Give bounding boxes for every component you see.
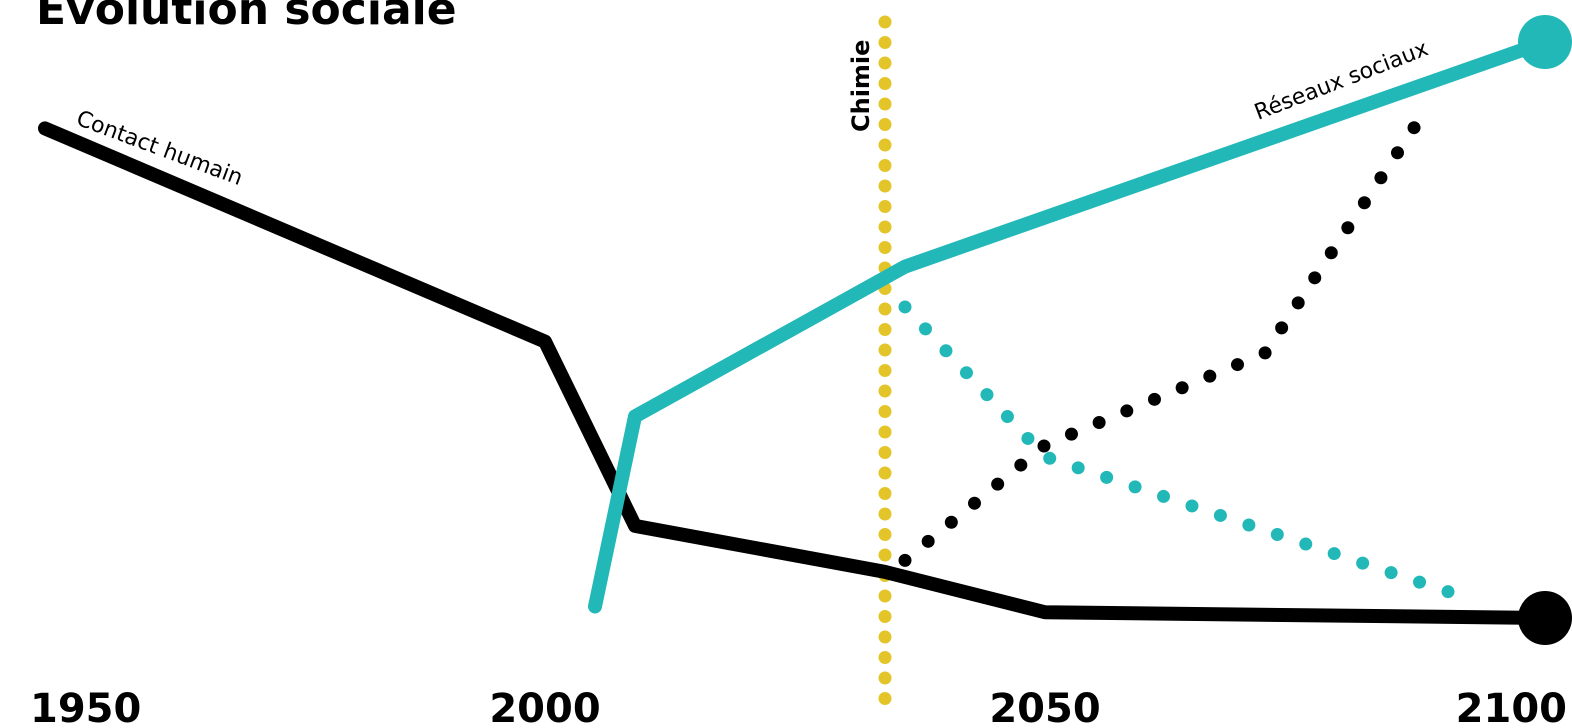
plot-area: [38, 15, 1572, 705]
series-dot: [1270, 528, 1284, 542]
series-dot: [1213, 508, 1227, 522]
series-dot: [1014, 458, 1028, 472]
series-dot: [898, 300, 912, 314]
chimie-marker-dot: [878, 384, 892, 398]
chimie-marker-dot: [878, 200, 892, 213]
chimie-marker-dot: [878, 36, 892, 49]
series-dot: [1230, 358, 1244, 372]
series-dot: [1203, 369, 1217, 383]
series-dotted-3-dotted: [898, 121, 1421, 567]
series-dot: [1324, 246, 1338, 260]
chimie-marker-dot: [878, 343, 892, 357]
series-dot: [1275, 321, 1289, 335]
x-tick-label: 2050: [989, 686, 1100, 728]
chimie-marker-dot: [878, 138, 892, 152]
series-dotted-2-dotted: [898, 300, 1455, 599]
series-dot: [1092, 416, 1106, 430]
chimie-marker-dot: [878, 56, 892, 70]
series-dot: [1064, 427, 1078, 441]
series-dot: [944, 515, 958, 529]
series-dot: [1341, 221, 1355, 235]
chimie-marker-dot: [878, 118, 892, 131]
chimie-marker-dot: [878, 651, 892, 664]
series-dot: [1441, 585, 1455, 599]
chimie-marker-dot: [878, 446, 892, 459]
series-dot: [1185, 499, 1199, 513]
series-dot: [1071, 461, 1085, 475]
series-dot: [1128, 480, 1142, 494]
series-dot: [959, 366, 973, 380]
chimie-marker-dot: [878, 425, 892, 439]
series-dot: [939, 344, 953, 358]
chimie-marker-dot: [878, 179, 892, 193]
x-tick-label: 2100: [1456, 686, 1567, 728]
series-dot: [1356, 556, 1370, 570]
chimie-marker-dot: [878, 589, 892, 603]
series-dot: [980, 388, 994, 402]
series-dot: [1374, 171, 1388, 185]
chimie-marker-dot: [878, 487, 892, 500]
chimie-marker-dot: [878, 220, 892, 234]
chimie-marker-dot: [878, 364, 892, 377]
series-dot: [1390, 146, 1404, 160]
series-dot: [898, 553, 912, 567]
series-dot: [1021, 431, 1035, 445]
series-dot: [991, 477, 1005, 491]
chimie-marker-line: [878, 15, 892, 705]
chimie-marker-dot: [878, 241, 892, 254]
chimie-marker-dot: [878, 630, 892, 644]
series-dot: [1120, 404, 1134, 418]
chimie-marker-dot: [878, 466, 892, 480]
series-line-contact-humain: [38, 121, 1552, 625]
series-dot: [1100, 470, 1114, 484]
chimie-marker-dot: [878, 528, 892, 541]
chimie-marker-dot: [878, 302, 892, 316]
series-dot: [1299, 537, 1313, 551]
series-dot: [1291, 296, 1305, 310]
x-tick-label: 1950: [30, 686, 141, 728]
series-dot: [918, 322, 932, 336]
x-tick-label: 2000: [489, 686, 600, 728]
chimie-marker-dot: [878, 610, 892, 623]
series-dot: [1384, 566, 1398, 580]
chimie-marker-dot: [878, 548, 892, 562]
chimie-marker-dot: [878, 77, 892, 90]
chimie-marker-dot: [878, 97, 892, 111]
series-dot: [1157, 489, 1171, 503]
chimie-marker-dot: [878, 507, 892, 521]
series-end-marker-contact-humain: [1518, 591, 1572, 645]
series-dot: [1037, 439, 1051, 453]
series-dot: [1147, 392, 1161, 406]
series-dot: [921, 534, 935, 548]
chimie-marker-label: Chimie: [847, 40, 875, 132]
chart-title: Evolution sociale: [36, 0, 457, 35]
series-dot: [1000, 410, 1014, 424]
series-dot: [967, 496, 981, 510]
chimie-marker-dot: [878, 159, 892, 172]
chimie-marker-dot: [878, 323, 892, 336]
chimie-marker-dot: [878, 692, 892, 705]
series-dot: [1175, 381, 1189, 395]
series-line-r-seaux-sociaux: [588, 35, 1552, 614]
series-dot: [1413, 575, 1427, 589]
chimie-marker-dot: [878, 15, 892, 29]
chimie-marker-dot: [878, 405, 892, 418]
series-dot: [1258, 346, 1272, 360]
chimie-marker-dot: [878, 671, 892, 685]
series-dot: [1407, 121, 1421, 135]
series-dot: [1043, 451, 1057, 465]
series-dot: [1357, 196, 1371, 210]
series-dot: [1308, 271, 1322, 285]
series-end-marker-r-seaux-sociaux: [1518, 15, 1572, 69]
series-dot: [1242, 518, 1256, 532]
series-dot: [1327, 547, 1341, 561]
